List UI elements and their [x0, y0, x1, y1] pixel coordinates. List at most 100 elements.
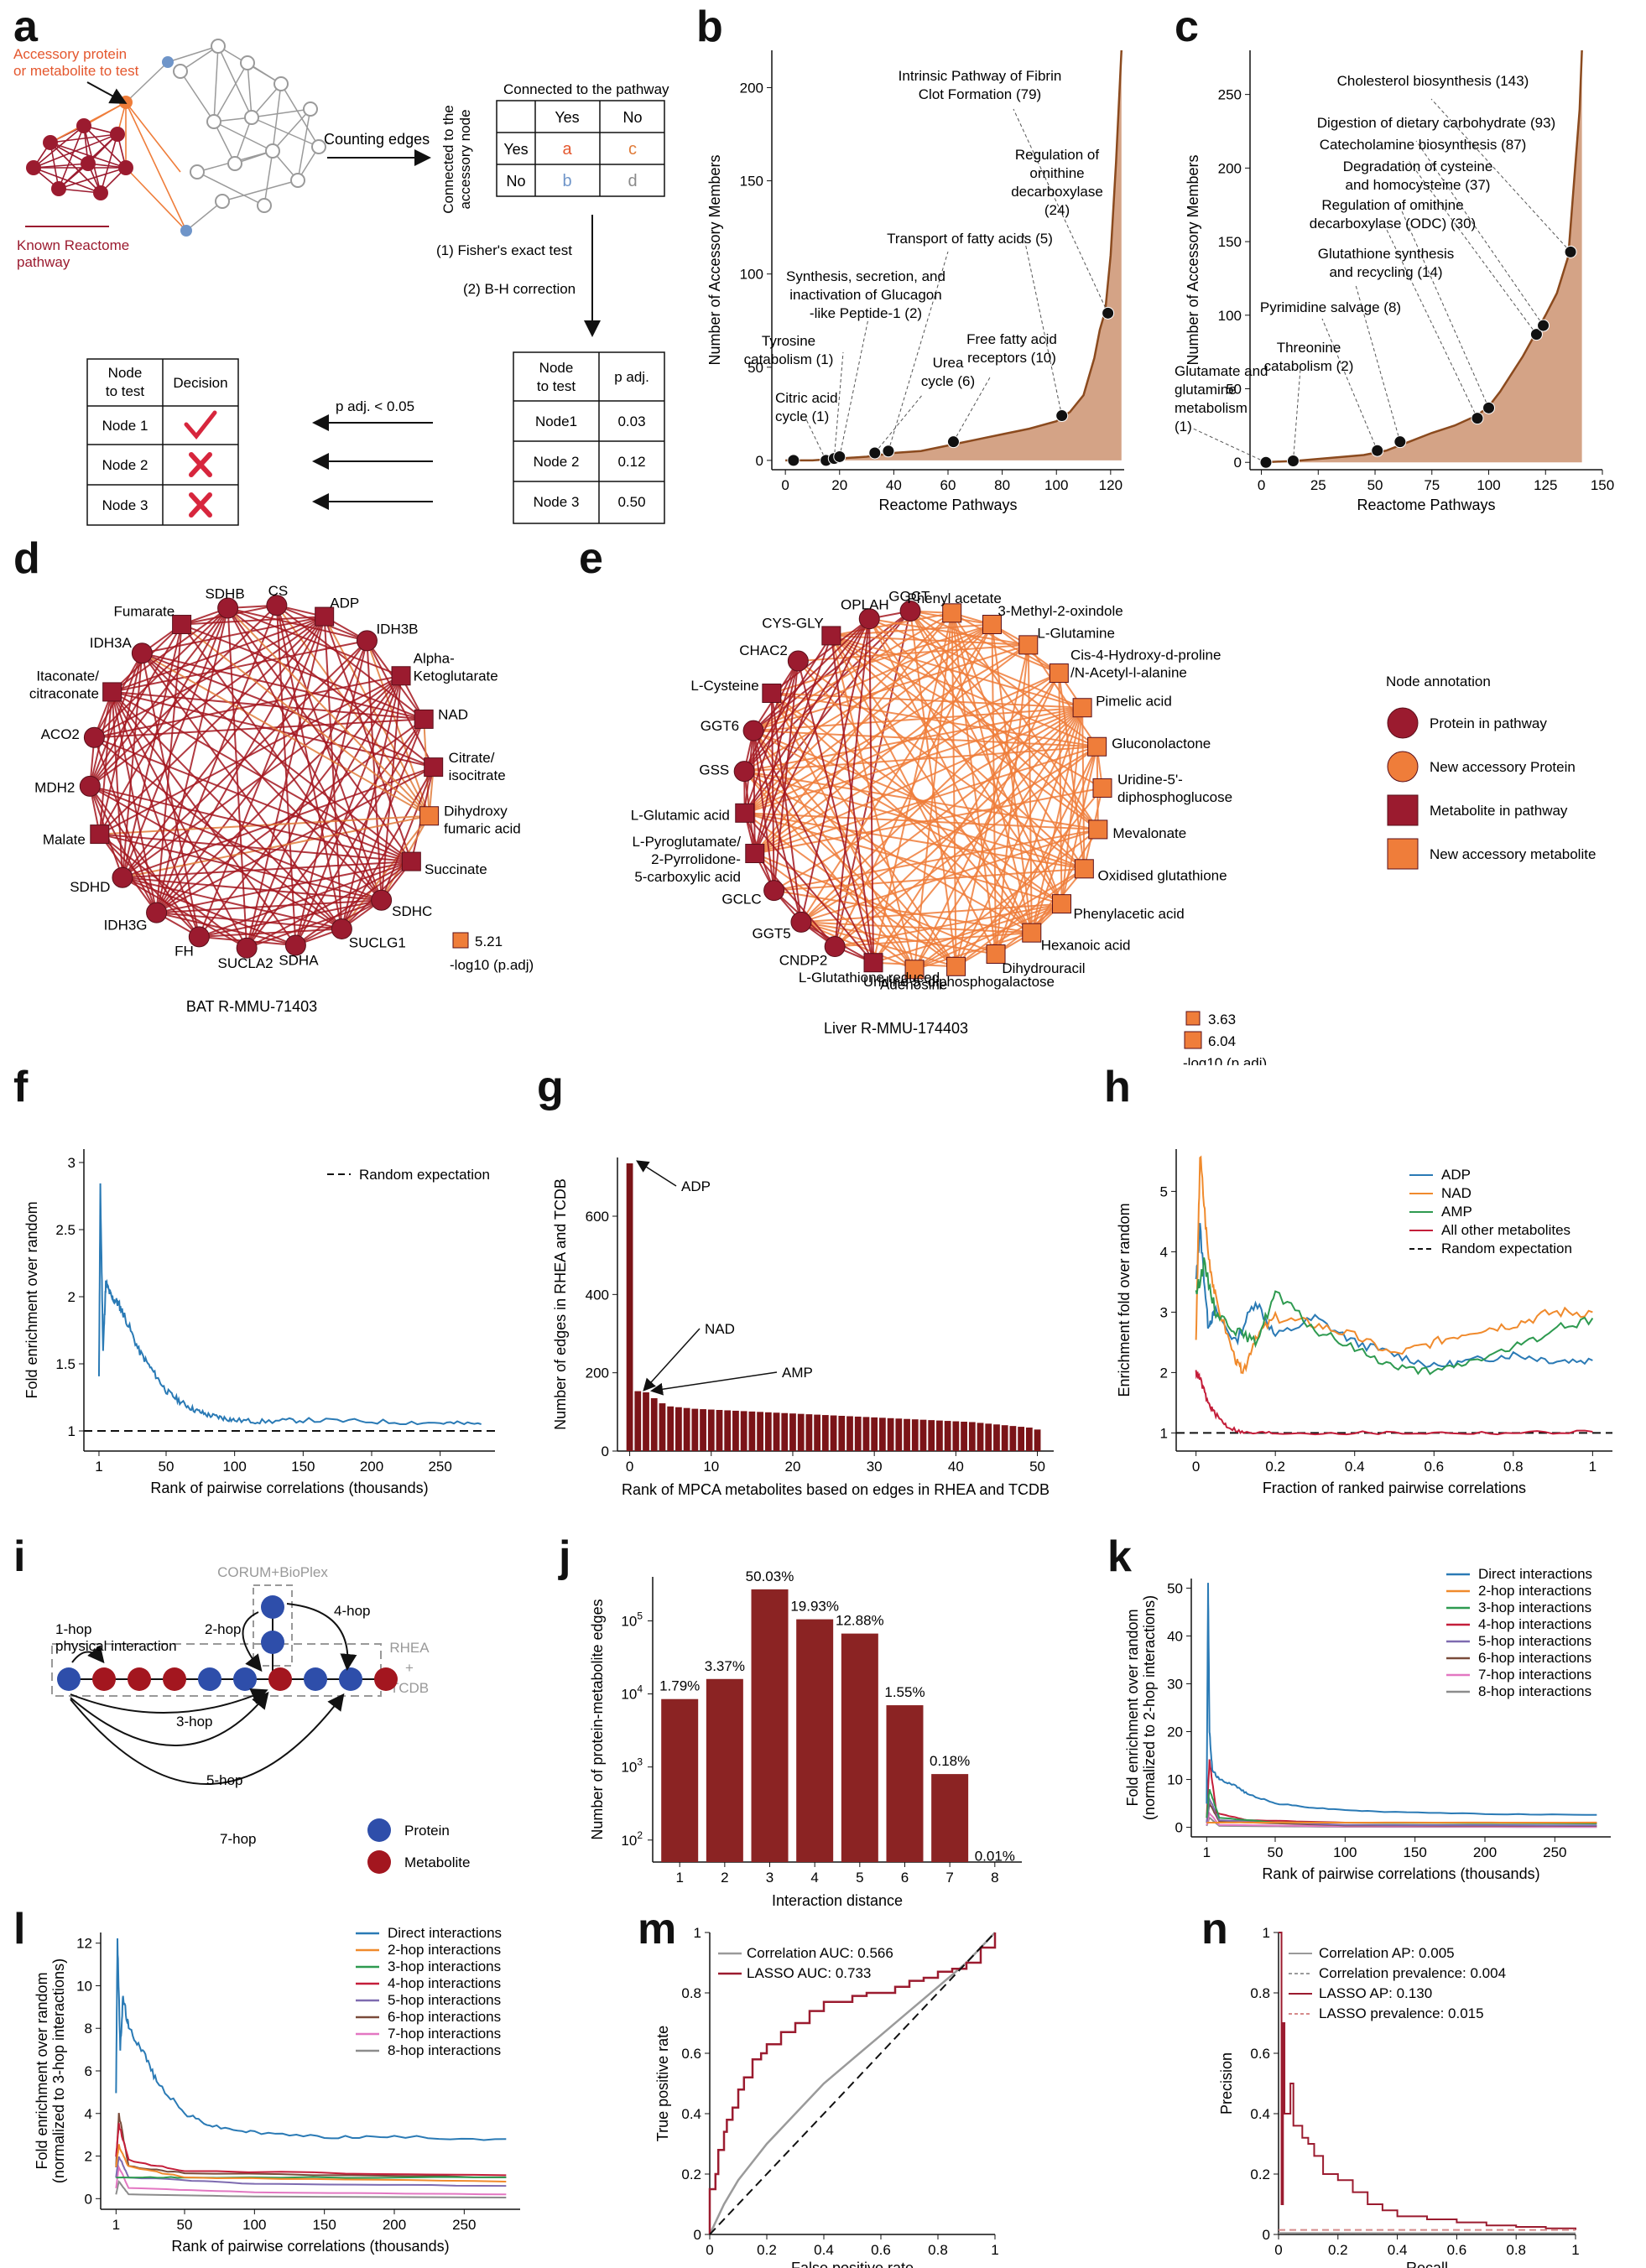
y-tick-label: 1.5 [55, 1356, 76, 1372]
hop-label: 4-hop [334, 1603, 370, 1619]
network-edge [753, 635, 832, 854]
series-line [1206, 1811, 1597, 1828]
metabolite-node [1088, 819, 1108, 840]
x-tick-label: 250 [1543, 1844, 1566, 1860]
bar [871, 1417, 878, 1451]
network-edge [246, 640, 368, 949]
metabolite-node [128, 1667, 151, 1691]
y-tick-label: 3 [68, 1155, 76, 1171]
y-tick-label: 102 [621, 1829, 643, 1849]
network-edge [1058, 673, 1063, 904]
hop-label: 2-hop [205, 1621, 241, 1637]
metabolite-node [401, 851, 421, 871]
bh-step: (2) B-H correction [463, 281, 576, 297]
y-axis-label: Number of edges in RHEA and TCDB [552, 1178, 569, 1430]
x-tick-label: 1 [95, 1459, 102, 1475]
network-edge [275, 605, 343, 929]
network-edge [834, 746, 1098, 948]
node-label: CS [268, 583, 289, 599]
roc-line [709, 1932, 996, 2235]
x-tick-label: 150 [1591, 477, 1614, 493]
y-tick-label: 1 [1263, 1925, 1270, 1941]
network-edge [830, 635, 916, 970]
bar [887, 1418, 894, 1451]
bar [661, 1698, 699, 1862]
node-label: GGT6 [701, 718, 739, 734]
panel-label-b: b [696, 3, 723, 51]
metabolite-node [1087, 736, 1107, 757]
x-tick-label: 0.2 [1265, 1459, 1285, 1475]
y-tick-label: 50 [747, 360, 763, 376]
network-caption: BAT R-MMU-71403 [186, 998, 317, 1015]
pathway-point [787, 454, 800, 467]
bar [1001, 1425, 1008, 1451]
network-edge [830, 635, 875, 963]
node-label: SDHA [279, 953, 319, 969]
node-label: FH [174, 944, 194, 960]
panel-label-c: c [1175, 3, 1199, 51]
series-line [115, 2113, 507, 2178]
node-label: SDHC [392, 903, 432, 919]
network-edge [366, 640, 435, 768]
bar [716, 1410, 723, 1451]
annotation-label: -like Peptide-1 (2) [810, 305, 922, 321]
node-label: 3-Methyl-2-oxindole [997, 603, 1123, 619]
panel-label-m: m [638, 1905, 677, 1953]
annotation-label: Regulation of [1015, 147, 1099, 163]
network-edge [217, 45, 253, 118]
pathway-point [833, 450, 846, 463]
corum-box [253, 1584, 293, 1667]
annotation-label: Digestion of dietary carbohydrate (93) [1317, 115, 1555, 131]
network-edge [341, 675, 403, 929]
protein-node [233, 1667, 257, 1691]
decision-header-node: Node [108, 365, 143, 381]
chart-b-accessory-members: 0 20 40 60 80 100 120 0 50 100 150 200 Reactome Path… [706, 49, 1124, 513]
bar [789, 1413, 796, 1451]
legend-label: 7-hop interactions [388, 2026, 501, 2042]
annotation-leader [874, 393, 924, 454]
network-edge [181, 616, 325, 626]
bar [773, 1412, 780, 1451]
x-axis-label: False positive rate [791, 2260, 914, 2268]
node-label: SUCLG1 [349, 934, 406, 950]
fisher-step: (1) Fisher's exact test [436, 242, 572, 258]
node-label: Oxidised glutathione [1098, 868, 1227, 884]
y-tick-label: 1 [68, 1423, 76, 1439]
network-node [180, 225, 192, 237]
pathway-node [51, 181, 66, 196]
network-edge [753, 660, 800, 854]
annotation-label: inactivation of Glucagon [789, 287, 941, 303]
network-diagram [26, 39, 326, 237]
annotation-label: Intrinsic Pathway of Fibrin [899, 68, 1062, 84]
network-edge [366, 640, 383, 901]
y-tick-label: 100 [740, 267, 763, 283]
x-tick-label: 100 [242, 2217, 266, 2233]
x-tick-label: 100 [1044, 477, 1068, 493]
annotation-leader [953, 377, 991, 442]
network-edge [227, 607, 402, 677]
annotation-label: Cholesterol biosynthesis (143) [1337, 73, 1529, 89]
network-edge [89, 624, 183, 787]
network-edge [213, 121, 273, 152]
padj-row3-p: 0.50 [617, 494, 645, 510]
pathway-point [1482, 401, 1496, 414]
bar [968, 1422, 976, 1451]
legend-label: Correlation prevalence: 0.004 [1319, 1965, 1506, 1981]
network-edge [112, 607, 229, 693]
label-arrow [643, 1328, 701, 1391]
bar [675, 1407, 682, 1451]
node-label: /N-Acetyl-l-alanine [1070, 664, 1187, 680]
metabolite-node [1074, 859, 1094, 879]
panel-label-l: l [13, 1905, 26, 1953]
area-fill [1261, 50, 1582, 463]
y-tick-label: 40 [1167, 1628, 1183, 1644]
network-edge [771, 617, 870, 694]
y-tick-label: 0.2 [681, 2167, 701, 2182]
node-label: Adenosine [880, 977, 947, 993]
legend-label: Direct interactions [388, 1925, 502, 1941]
network-edge [754, 706, 1083, 855]
network-edge [98, 691, 113, 835]
network-edge [800, 623, 993, 923]
protein-node [371, 889, 393, 911]
pathway-edge [33, 163, 89, 169]
